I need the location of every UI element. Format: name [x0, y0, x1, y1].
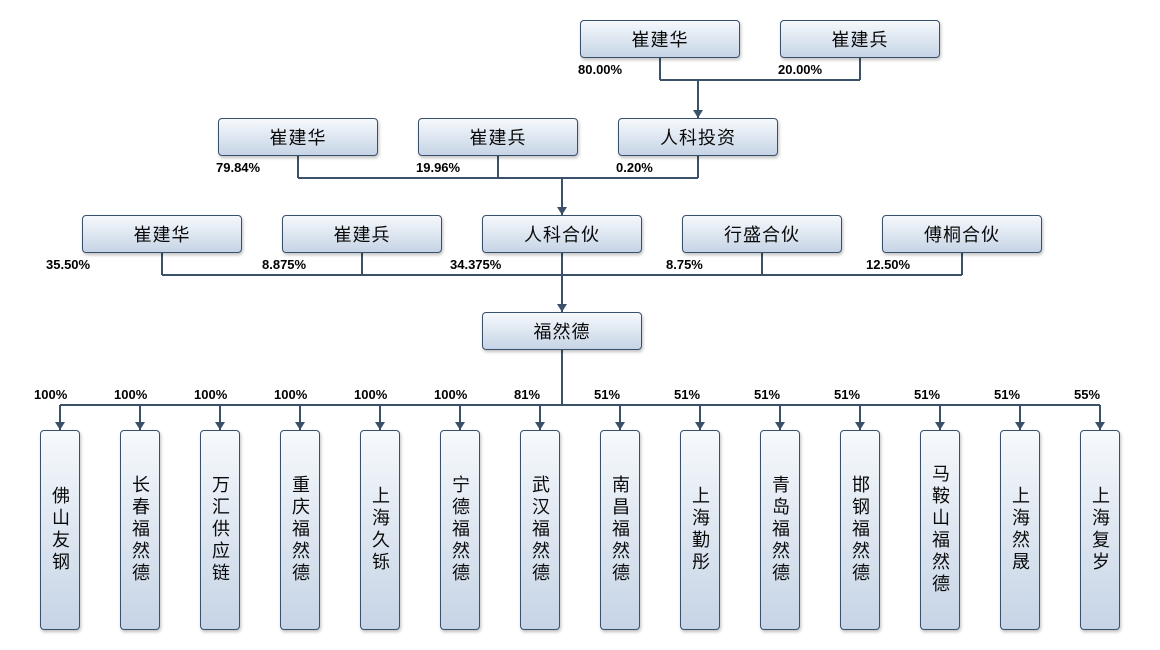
subsidiary-s6: 宁德福然德	[440, 430, 480, 630]
node-l2a: 崔建华	[218, 118, 378, 156]
subsidiary-label: 上海复岁	[1087, 486, 1113, 574]
node-l3d: 行盛合伙	[682, 215, 842, 253]
node-label: 人科投资	[660, 124, 736, 150]
pct-label: 34.375%	[450, 257, 501, 272]
node-label: 福然德	[534, 318, 591, 344]
subsidiary-s10: 青岛福然德	[760, 430, 800, 630]
node-l1a: 崔建华	[580, 20, 740, 58]
subsidiary-s8: 南昌福然德	[600, 430, 640, 630]
subsidiary-s12: 马鞍山福然德	[920, 430, 960, 630]
subsidiary-pct: 100%	[434, 387, 467, 402]
node-l2c: 人科投资	[618, 118, 778, 156]
node-l3e: 傅桐合伙	[882, 215, 1042, 253]
subsidiary-pct: 51%	[594, 387, 620, 402]
subsidiary-label: 宁德福然德	[447, 475, 473, 585]
subsidiary-label: 万汇供应链	[207, 475, 233, 585]
pct-label: 35.50%	[46, 257, 90, 272]
node-l3c: 人科合伙	[482, 215, 642, 253]
subsidiary-s5: 上海久铄	[360, 430, 400, 630]
pct-label: 0.20%	[616, 160, 653, 175]
node-label: 傅桐合伙	[924, 221, 1000, 247]
subsidiary-pct: 81%	[514, 387, 540, 402]
subsidiary-label: 重庆福然德	[287, 475, 313, 585]
subsidiary-s7: 武汉福然德	[520, 430, 560, 630]
subsidiary-label: 上海勤彤	[687, 486, 713, 574]
node-label: 行盛合伙	[724, 221, 800, 247]
pct-label: 8.875%	[262, 257, 306, 272]
subsidiary-pct: 55%	[1074, 387, 1100, 402]
node-l2b: 崔建兵	[418, 118, 578, 156]
subsidiary-pct: 51%	[834, 387, 860, 402]
subsidiary-s13: 上海然晟	[1000, 430, 1040, 630]
subsidiary-pct: 51%	[754, 387, 780, 402]
subsidiary-pct: 51%	[914, 387, 940, 402]
subsidiary-label: 邯钢福然德	[847, 475, 873, 585]
node-l3a: 崔建华	[82, 215, 242, 253]
org-chart: 崔建华崔建兵崔建华崔建兵人科投资崔建华崔建兵人科合伙行盛合伙傅桐合伙福然德佛山友…	[0, 0, 1160, 650]
pct-label: 80.00%	[578, 62, 622, 77]
node-label: 崔建兵	[832, 26, 889, 52]
node-l4: 福然德	[482, 312, 642, 350]
node-l3b: 崔建兵	[282, 215, 442, 253]
node-label: 崔建兵	[334, 221, 391, 247]
node-label: 崔建华	[134, 221, 191, 247]
subsidiary-pct: 100%	[354, 387, 387, 402]
pct-label: 8.75%	[666, 257, 703, 272]
subsidiary-label: 佛山友钢	[47, 486, 73, 574]
subsidiary-label: 青岛福然德	[767, 475, 793, 585]
pct-label: 20.00%	[778, 62, 822, 77]
subsidiary-label: 南昌福然德	[607, 475, 633, 585]
subsidiary-s3: 万汇供应链	[200, 430, 240, 630]
subsidiary-s4: 重庆福然德	[280, 430, 320, 630]
pct-label: 19.96%	[416, 160, 460, 175]
subsidiary-pct: 100%	[194, 387, 227, 402]
subsidiary-pct: 51%	[674, 387, 700, 402]
subsidiary-label: 武汉福然德	[527, 475, 553, 585]
subsidiary-pct: 100%	[34, 387, 67, 402]
subsidiary-label: 长春福然德	[127, 475, 153, 585]
subsidiary-label: 上海久铄	[367, 486, 393, 574]
subsidiary-label: 马鞍山福然德	[927, 464, 953, 596]
node-label: 崔建华	[270, 124, 327, 150]
node-label: 崔建华	[632, 26, 689, 52]
subsidiary-s14: 上海复岁	[1080, 430, 1120, 630]
node-label: 崔建兵	[470, 124, 527, 150]
subsidiary-label: 上海然晟	[1007, 486, 1033, 574]
node-label: 人科合伙	[524, 221, 600, 247]
node-l1b: 崔建兵	[780, 20, 940, 58]
subsidiary-s1: 佛山友钢	[40, 430, 80, 630]
subsidiary-s11: 邯钢福然德	[840, 430, 880, 630]
subsidiary-pct: 100%	[274, 387, 307, 402]
subsidiary-s9: 上海勤彤	[680, 430, 720, 630]
subsidiary-pct: 51%	[994, 387, 1020, 402]
pct-label: 79.84%	[216, 160, 260, 175]
subsidiary-s2: 长春福然德	[120, 430, 160, 630]
subsidiary-pct: 100%	[114, 387, 147, 402]
pct-label: 12.50%	[866, 257, 910, 272]
